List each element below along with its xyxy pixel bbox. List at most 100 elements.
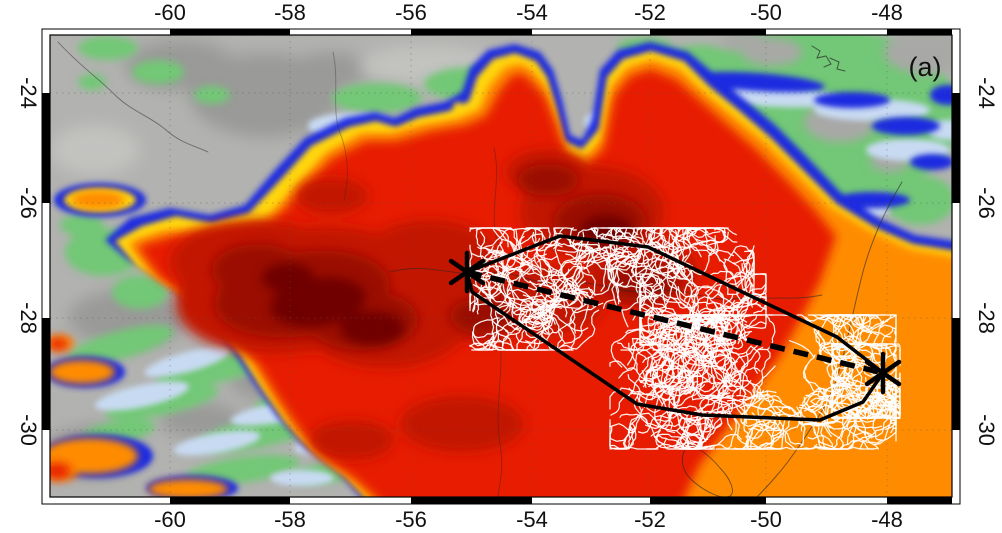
lightning-flash — [626, 338, 639, 366]
lightning-flash — [656, 433, 694, 446]
y-tick-label-left: -26 — [16, 187, 41, 219]
lightning-flash — [484, 274, 498, 326]
lightning-flash — [663, 367, 684, 378]
lightning-flash — [541, 227, 564, 246]
map-frame — [41, 28, 961, 505]
lightning-flash — [824, 384, 839, 424]
lightning-flash — [637, 414, 679, 434]
lightning-flash — [562, 262, 583, 318]
lightning-flash — [639, 309, 666, 331]
lightning-flash — [886, 372, 901, 389]
lightning-flash — [583, 252, 622, 270]
lightning-flash — [593, 227, 599, 234]
lightning-flash — [573, 230, 614, 266]
lightning-flash — [691, 301, 754, 330]
lightning-flash — [639, 408, 648, 424]
lightning-flash — [807, 434, 834, 448]
lightning-flash — [669, 227, 688, 265]
lightning-flash — [741, 399, 806, 448]
asterisk-marker — [864, 351, 902, 395]
lightning-flash — [704, 281, 718, 294]
lightning-flash — [686, 285, 713, 308]
ir-field — [50, 35, 952, 497]
lightning-flash — [520, 253, 547, 265]
x-tick-label-top: -58 — [274, 0, 306, 25]
geo-line-lagoon-outline — [681, 443, 733, 497]
lightning-flash — [714, 227, 726, 243]
frame-segment-top — [650, 29, 766, 35]
lightning-flash — [803, 396, 831, 409]
overlay-annotations — [448, 234, 902, 422]
lightning-flash — [810, 390, 871, 409]
frame-segment-bottom — [411, 497, 532, 504]
lightning-flash — [609, 360, 629, 372]
lightning-flash — [522, 294, 547, 325]
lightning-flash — [831, 384, 863, 419]
lightning-flash — [880, 327, 894, 355]
lightning-flash — [843, 369, 897, 450]
lightning-flash — [627, 405, 699, 441]
x-tick-label-bottom: -58 — [274, 507, 306, 532]
lightning-flash — [888, 376, 901, 410]
lightning-flash — [745, 390, 781, 438]
frame-segment-top — [887, 29, 952, 35]
lightning-flash — [719, 303, 742, 345]
lightning-flash — [617, 227, 639, 236]
lightning-flash — [884, 387, 901, 404]
lightning-flash — [788, 340, 815, 359]
lightning-flash — [515, 333, 533, 349]
geo-line-border-top-left — [332, 51, 348, 201]
x-tick-label-top: -48 — [871, 0, 903, 25]
lightning-flash — [696, 314, 721, 353]
lightning-flash — [684, 286, 721, 331]
lightning-flash — [655, 422, 723, 449]
lightning-flash — [646, 227, 667, 246]
lightning-flash — [517, 256, 561, 288]
lightning-flash — [631, 337, 648, 360]
lightning-flash — [600, 258, 608, 292]
lightning-flash — [621, 301, 638, 311]
lightning-flash — [650, 423, 680, 437]
frame-segment-bottom — [170, 497, 290, 504]
lightning-flash — [667, 384, 706, 392]
lightning-flash — [588, 250, 615, 296]
lightning-flash — [607, 259, 651, 273]
lightning-flash — [686, 227, 721, 239]
lightning-flash — [799, 399, 826, 413]
lightning-flash — [663, 353, 697, 401]
lightning-flash — [695, 301, 762, 326]
lightning-flash — [665, 314, 680, 323]
lightning-flash — [744, 321, 767, 328]
lightning-flash — [659, 345, 695, 385]
lightning-flash — [619, 413, 644, 418]
lightning-flash — [855, 314, 871, 339]
lightning-flash — [532, 261, 582, 335]
panel-label: (a) — [909, 52, 942, 82]
lightning-flash — [628, 342, 638, 373]
lightning-flash — [784, 409, 818, 450]
lightning-flash — [686, 229, 712, 256]
lightning-flash — [608, 267, 656, 302]
geo-line-river-top-left — [57, 41, 209, 153]
y-tick-label-left: -24 — [16, 77, 41, 109]
lightning-flash — [620, 232, 644, 240]
lightning-flash — [846, 425, 883, 430]
lightning-flash — [708, 249, 735, 257]
frame-segment-right — [952, 93, 960, 203]
lightning-flash — [557, 249, 579, 253]
lightning-flash — [475, 227, 501, 255]
lightning-flash — [650, 286, 669, 301]
lightning-flash — [519, 297, 551, 312]
lightning-flash — [756, 390, 791, 411]
lightning-flash — [705, 228, 726, 247]
lightning-flash — [640, 227, 657, 252]
x-tick-label-top: -52 — [634, 0, 666, 25]
lightning-flash — [645, 418, 671, 428]
lightning-flash — [471, 331, 495, 347]
lightning-flash — [662, 298, 700, 346]
x-tick-label-top: -56 — [395, 0, 427, 25]
lightning-flash — [569, 255, 587, 279]
lightning-flash — [751, 405, 777, 431]
lightning-flash — [832, 359, 853, 418]
